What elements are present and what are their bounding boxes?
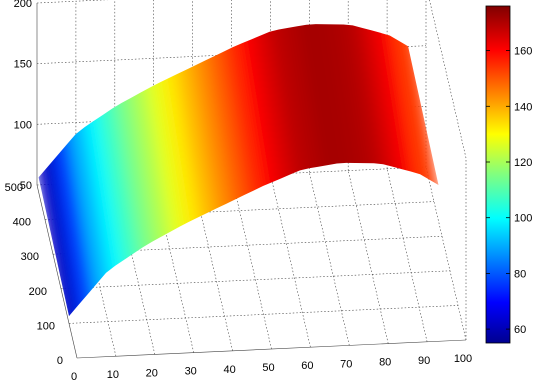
grid-line-x-floor	[270, 174, 311, 348]
surface-fill	[38, 24, 439, 317]
z-tick-label: 100	[14, 119, 32, 131]
colorbar-tick-label: 60	[514, 324, 526, 336]
x-tick-label: 10	[107, 369, 119, 381]
y-tick-label: 300	[21, 251, 39, 263]
surface-patch	[38, 116, 92, 317]
y-axis-line	[36, 184, 78, 359]
colorbar-tick-label: 80	[514, 268, 526, 280]
colorbar-ramp	[485, 5, 511, 344]
x-tick-label: 20	[146, 367, 158, 379]
colorbar-tick-label: 160	[514, 46, 532, 58]
colorbar-ticks: 60 80 100 120 140 160	[486, 46, 532, 336]
x-tick-label: 60	[301, 360, 313, 372]
surface	[38, 24, 439, 317]
x-tick-label: 30	[185, 366, 197, 378]
colorbar-tick-label: 140	[514, 101, 532, 113]
x-tick-label: 90	[418, 355, 430, 367]
colorbar-tick-label: 100	[514, 213, 532, 225]
surface-patch	[46, 98, 107, 317]
x-tick-label: 70	[340, 358, 352, 370]
colorbar-tick-label: 120	[514, 157, 532, 169]
grid-line-x-floor	[309, 172, 350, 346]
y-tick-label: 0	[57, 355, 63, 367]
z-tick-label: 50	[20, 180, 32, 192]
y-tick-label: 400	[13, 217, 31, 229]
surface-color-bands	[38, 24, 439, 317]
colorbar: 60 80 100 120 140 160	[485, 5, 532, 344]
x-tick-label: 80	[379, 357, 391, 369]
x-tick-label: 100	[454, 353, 472, 365]
x-tick-label: 50	[262, 362, 274, 374]
grid-line-x-floor	[386, 168, 428, 342]
x-tick-label: 0	[71, 371, 77, 383]
grid-line-x-floor	[231, 175, 272, 350]
y-tick-label: 500	[5, 182, 23, 194]
y-tick-label: 200	[29, 286, 47, 298]
box-edge	[429, 0, 467, 159]
x-tick-label: 40	[223, 364, 235, 376]
z-tick-label: 200	[14, 0, 32, 10]
axis-tick-labels: 0 10 20 30 40 50 60 70 80 90 100010020030040050050…	[5, 0, 473, 383]
grid-line-x-floor	[347, 170, 389, 344]
y-tick-label: 100	[37, 320, 55, 332]
z-tick-label: 150	[14, 59, 32, 71]
surface-patch	[385, 24, 439, 235]
box-edge	[425, 166, 467, 341]
